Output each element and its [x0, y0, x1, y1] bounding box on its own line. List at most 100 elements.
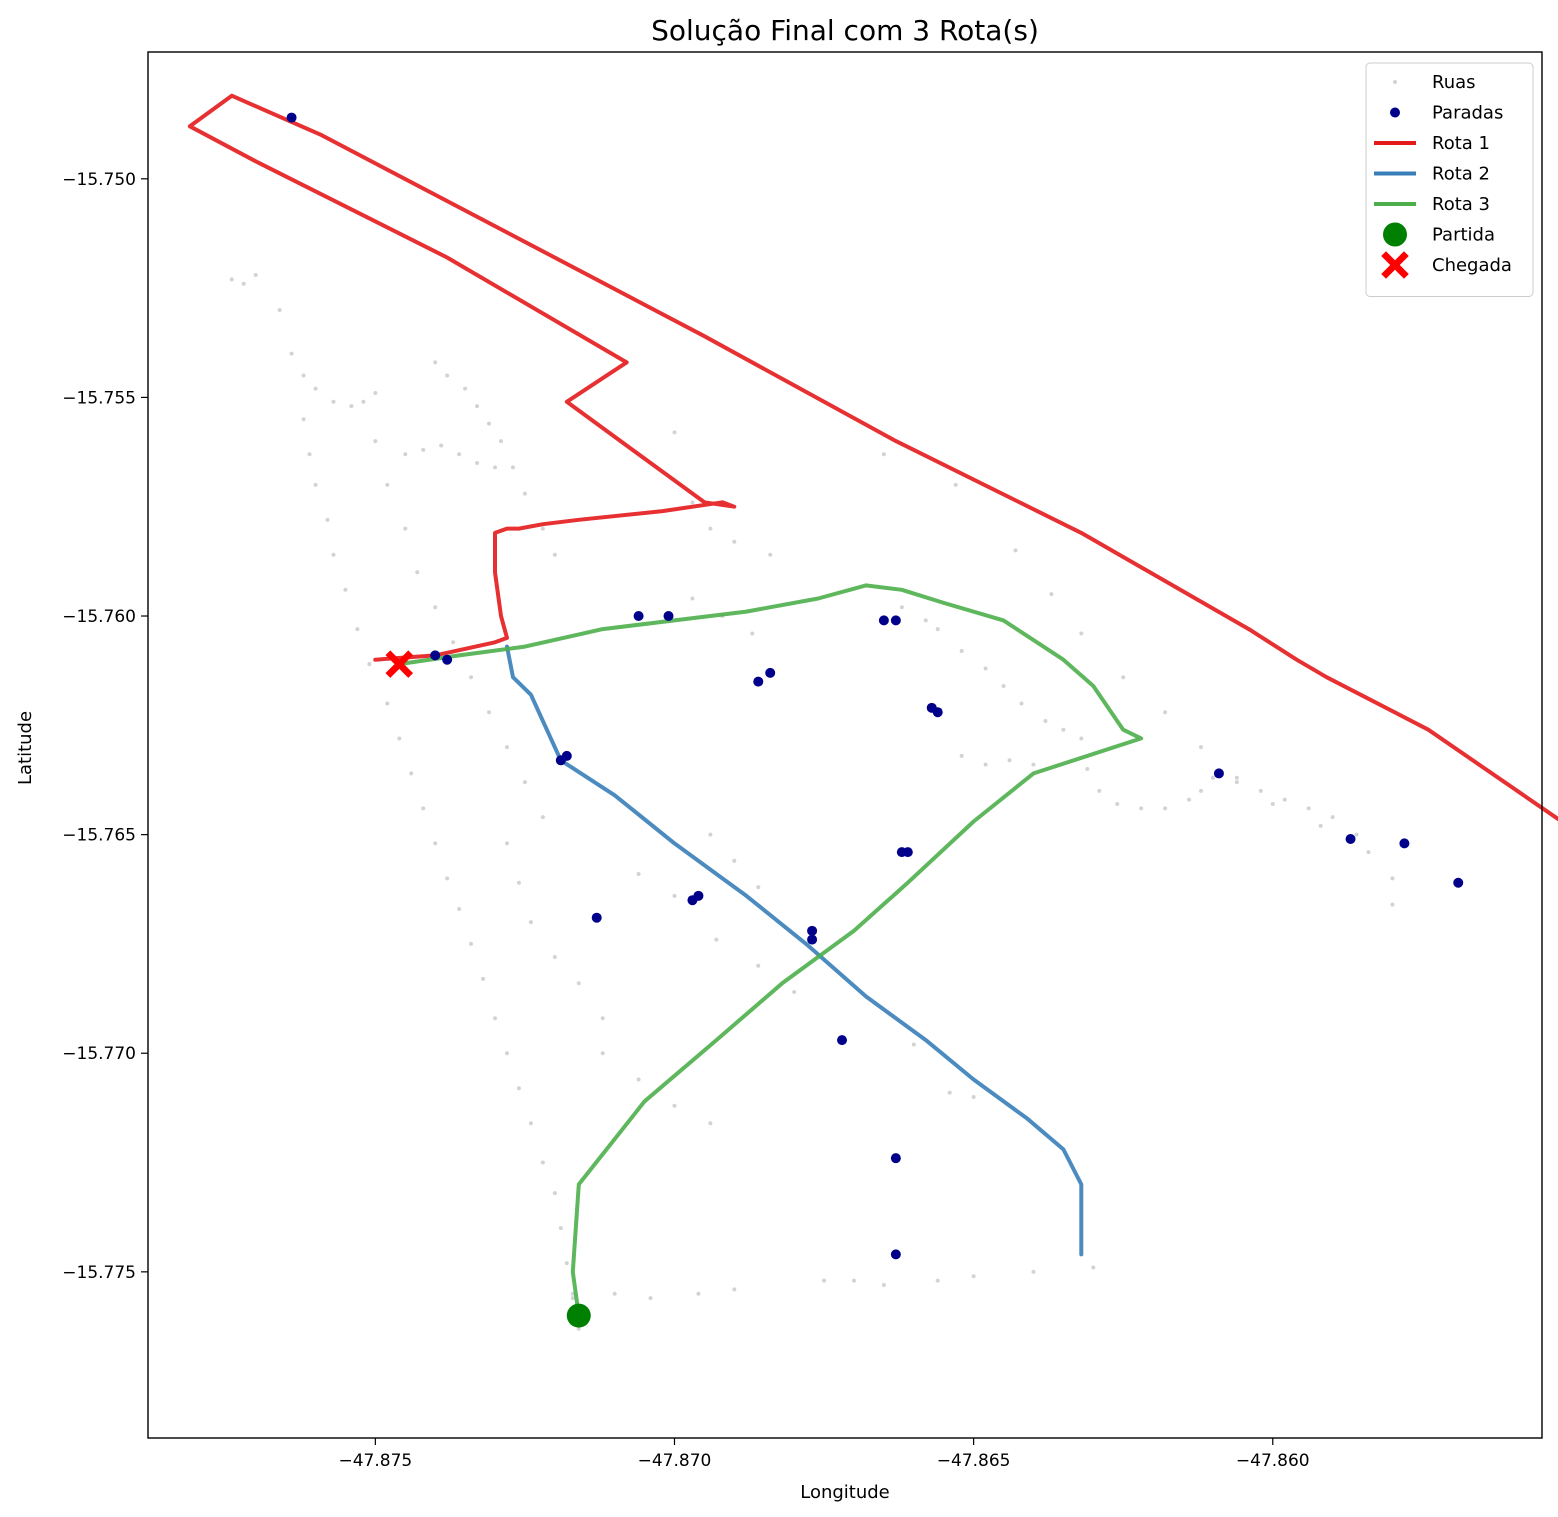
legend-label: Rota 3: [1432, 194, 1490, 215]
rua-point: [756, 963, 761, 968]
legend-swatch: [1393, 80, 1397, 84]
rua-point: [792, 990, 797, 995]
rua-point: [1031, 762, 1036, 767]
rua-point: [708, 526, 713, 531]
rua-point: [911, 1042, 916, 1047]
rua-point: [1187, 797, 1192, 802]
y-tick-label: −15.770: [62, 1044, 136, 1064]
rua-point: [433, 605, 438, 610]
x-tick-label: −47.875: [338, 1451, 412, 1471]
rua-point: [756, 885, 761, 890]
rua-point: [1049, 592, 1054, 597]
rua-point: [672, 430, 677, 435]
rua-point: [349, 404, 354, 409]
rua-point: [558, 1226, 563, 1231]
parada-marker: [1453, 877, 1464, 888]
rua-point: [690, 500, 695, 505]
rua-point: [540, 526, 545, 531]
rua-point: [899, 605, 904, 610]
legend-swatch: [1383, 222, 1407, 247]
y-tick-label: −15.775: [62, 1263, 136, 1283]
rua-point: [959, 648, 964, 653]
rua-point: [253, 272, 258, 277]
parada-marker: [890, 615, 901, 626]
rua-point: [1085, 767, 1090, 772]
parada-marker: [1213, 768, 1224, 779]
parada-marker: [765, 667, 776, 678]
rua-point: [1354, 832, 1359, 837]
rua-point: [451, 640, 456, 645]
rua-point: [612, 1291, 617, 1296]
rua-point: [708, 832, 713, 837]
rua-point: [528, 1121, 533, 1126]
rua-point: [600, 1051, 605, 1056]
chegada-marker: [385, 650, 414, 678]
rua-point: [313, 482, 318, 487]
y-tick-label: −15.765: [62, 826, 136, 846]
legend-swatch: [1381, 251, 1409, 279]
parada-marker: [890, 1153, 901, 1164]
rua-point: [504, 745, 509, 750]
rua-point: [1091, 1265, 1096, 1270]
rua-point: [1163, 806, 1168, 811]
legend-entry: Rota 1: [1374, 133, 1490, 154]
rua-point: [1013, 548, 1018, 553]
rua-point: [516, 1086, 521, 1091]
rua-point: [714, 937, 719, 942]
legend-entry: Partida: [1383, 222, 1495, 247]
rua-point: [1121, 675, 1126, 680]
route-line-2: [505, 644, 1084, 1257]
rua-point: [1282, 797, 1287, 802]
rua-point: [1031, 1269, 1036, 1274]
legend-label: Ruas: [1432, 72, 1476, 93]
legend-label: Rota 1: [1432, 133, 1490, 154]
rua-point: [289, 351, 294, 356]
legend-entry: Rota 3: [1374, 194, 1490, 215]
rua-point: [307, 452, 312, 457]
y-tick-label: −15.760: [62, 607, 136, 627]
rua-point: [1234, 775, 1239, 780]
rua-point: [522, 780, 527, 785]
x-tick-label: −47.870: [638, 1451, 712, 1471]
rua-point: [1234, 780, 1239, 785]
rua-point: [1001, 683, 1006, 688]
rua-point: [331, 552, 336, 557]
rua-point: [672, 893, 677, 898]
rua-point: [415, 570, 420, 575]
rua-point: [983, 666, 988, 671]
rua-point: [463, 386, 468, 391]
rua-point: [1210, 775, 1215, 780]
x-axis: −47.875 −47.870 −47.865 −47.860: [338, 1438, 1310, 1471]
rua-point: [690, 596, 695, 601]
route-line-1: [187, 93, 1558, 822]
rua-point: [552, 552, 557, 557]
rua-point: [1007, 758, 1012, 763]
rua-point: [570, 1296, 575, 1301]
rua-point: [457, 452, 462, 457]
rua-point: [385, 701, 390, 706]
rua-point: [540, 815, 545, 820]
rua-point: [881, 1282, 886, 1287]
rua-point: [439, 443, 444, 448]
parada-marker: [878, 615, 889, 626]
rua-point: [983, 762, 988, 767]
rua-point: [469, 675, 474, 680]
rua-point: [504, 841, 509, 846]
rua-point: [361, 399, 366, 404]
rua-point: [1061, 727, 1066, 732]
legend-entry: Ruas: [1393, 72, 1476, 93]
parada-marker: [561, 750, 572, 761]
legend-entry: Paradas: [1390, 103, 1503, 124]
rua-point: [881, 452, 886, 457]
rua-point: [516, 880, 521, 885]
rua-point: [1097, 788, 1102, 793]
partida-marker: [566, 1303, 591, 1328]
rua-point: [355, 627, 360, 632]
rua-point: [397, 736, 402, 741]
rua-point: [1198, 788, 1203, 793]
rua-point: [732, 1287, 737, 1292]
parada-marker: [430, 650, 441, 661]
parada-marker: [753, 676, 764, 687]
legend: Ruas Paradas Rota 1 Rota 2 Rota 3 Partida Cheg…: [1365, 62, 1534, 297]
parada-marker: [902, 847, 913, 858]
